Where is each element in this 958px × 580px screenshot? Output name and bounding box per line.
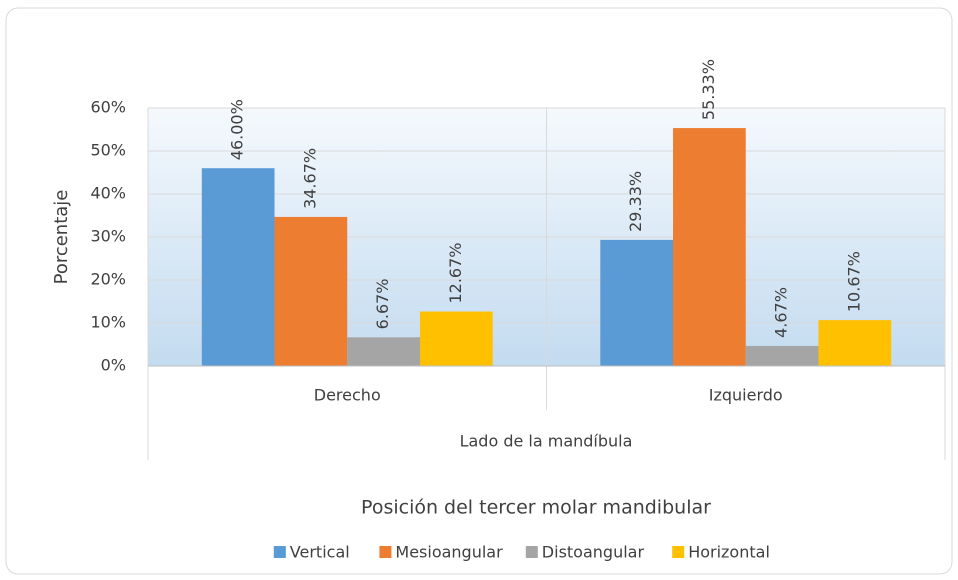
legend-swatch: [379, 546, 392, 558]
legend-swatch: [273, 546, 286, 558]
bar: [419, 311, 493, 366]
y-tick-label: 50%: [90, 141, 126, 160]
legend-title: Posición del tercer molar mandibular: [361, 497, 711, 519]
legend-label: Horizontal: [688, 543, 770, 562]
bar: [818, 320, 892, 366]
x-tick-label: Izquierdo: [709, 386, 783, 405]
y-tick-label: 0%: [101, 356, 126, 375]
value-label: 10.67%: [844, 251, 863, 312]
y-tick-label: 40%: [90, 184, 126, 203]
y-tick-label: 60%: [90, 98, 126, 117]
legend-label: Mesioangular: [395, 543, 503, 562]
bar: [600, 239, 674, 366]
legend-label: Vertical: [290, 543, 350, 562]
y-tick-label: 10%: [90, 313, 126, 332]
bar: [745, 345, 819, 366]
bar: [673, 128, 746, 366]
value-label: 46.00%: [228, 99, 247, 160]
bar: [274, 216, 348, 366]
value-label: 55.33%: [699, 59, 718, 120]
bar: [347, 337, 420, 366]
legend-swatch: [672, 546, 685, 558]
value-label: 6.67%: [373, 278, 392, 329]
x-axis-label: Lado de la mandíbula: [460, 432, 633, 451]
value-label: 4.67%: [772, 287, 791, 338]
y-axis-label: Porcentaje: [51, 190, 72, 285]
bar: [201, 168, 275, 366]
legend-swatch: [525, 546, 538, 558]
value-label: 29.33%: [626, 171, 645, 232]
y-tick-label: 30%: [90, 227, 126, 246]
value-label: 12.67%: [446, 243, 465, 304]
legend-label: Distoangular: [542, 543, 645, 562]
y-tick-label: 20%: [90, 270, 126, 289]
x-tick-label: Derecho: [314, 386, 381, 405]
value-label: 34.67%: [300, 148, 319, 209]
